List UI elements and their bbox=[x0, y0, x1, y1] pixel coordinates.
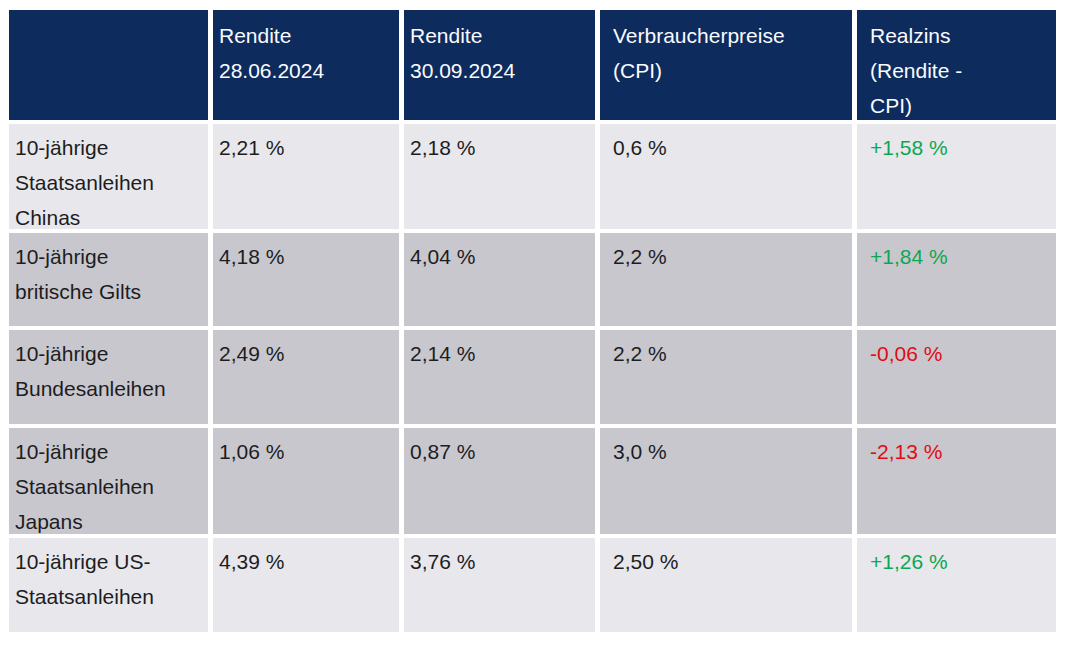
realzins-value: +1,58 % bbox=[857, 124, 1056, 229]
rendite-1-value: 1,06 % bbox=[213, 428, 399, 534]
realzins-value: -2,13 % bbox=[857, 428, 1056, 534]
rendite-2-value: 3,76 % bbox=[404, 538, 595, 632]
cpi-value: 2,2 % bbox=[600, 233, 852, 326]
row-label: 10-jährige Staatsanleihen Chinas bbox=[9, 124, 208, 229]
cpi-value: 2,50 % bbox=[600, 538, 852, 632]
rendite-1-value: 2,49 % bbox=[213, 330, 399, 424]
header-cell-rendite-30-09-2024: Rendite 30.09.2024 bbox=[404, 10, 595, 120]
header-cell-asset bbox=[9, 10, 208, 120]
row-label: 10-jährige Staatsanleihen Japans bbox=[9, 428, 208, 534]
row-label: 10-jährige US- Staatsanleihen bbox=[9, 538, 208, 632]
header-cell-realzins: Realzins (Rendite - CPI) bbox=[857, 10, 1056, 120]
header-cell-cpi: Verbraucherpreise (CPI) bbox=[600, 10, 852, 120]
rendite-1-value: 4,39 % bbox=[213, 538, 399, 632]
realzins-value: -0,06 % bbox=[857, 330, 1056, 424]
realzins-value: +1,26 % bbox=[857, 538, 1056, 632]
rendite-2-value: 0,87 % bbox=[404, 428, 595, 534]
rendite-2-value: 2,14 % bbox=[404, 330, 595, 424]
rendite-2-value: 2,18 % bbox=[404, 124, 595, 229]
rendite-1-value: 2,21 % bbox=[213, 124, 399, 229]
row-label: 10-jährige britische Gilts bbox=[9, 233, 208, 326]
page: Rendite 28.06.2024 Rendite 30.09.2024 Ve… bbox=[0, 0, 1068, 646]
rendite-1-value: 4,18 % bbox=[213, 233, 399, 326]
rendite-2-value: 4,04 % bbox=[404, 233, 595, 326]
row-label: 10-jährige Bundesanleihen bbox=[9, 330, 208, 424]
cpi-value: 3,0 % bbox=[600, 428, 852, 534]
realzins-value: +1,84 % bbox=[857, 233, 1056, 326]
cpi-value: 0,6 % bbox=[600, 124, 852, 229]
cpi-value: 2,2 % bbox=[600, 330, 852, 424]
bond-yields-table: Rendite 28.06.2024 Rendite 30.09.2024 Ve… bbox=[9, 10, 1056, 632]
header-cell-rendite-28-06-2024: Rendite 28.06.2024 bbox=[213, 10, 399, 120]
